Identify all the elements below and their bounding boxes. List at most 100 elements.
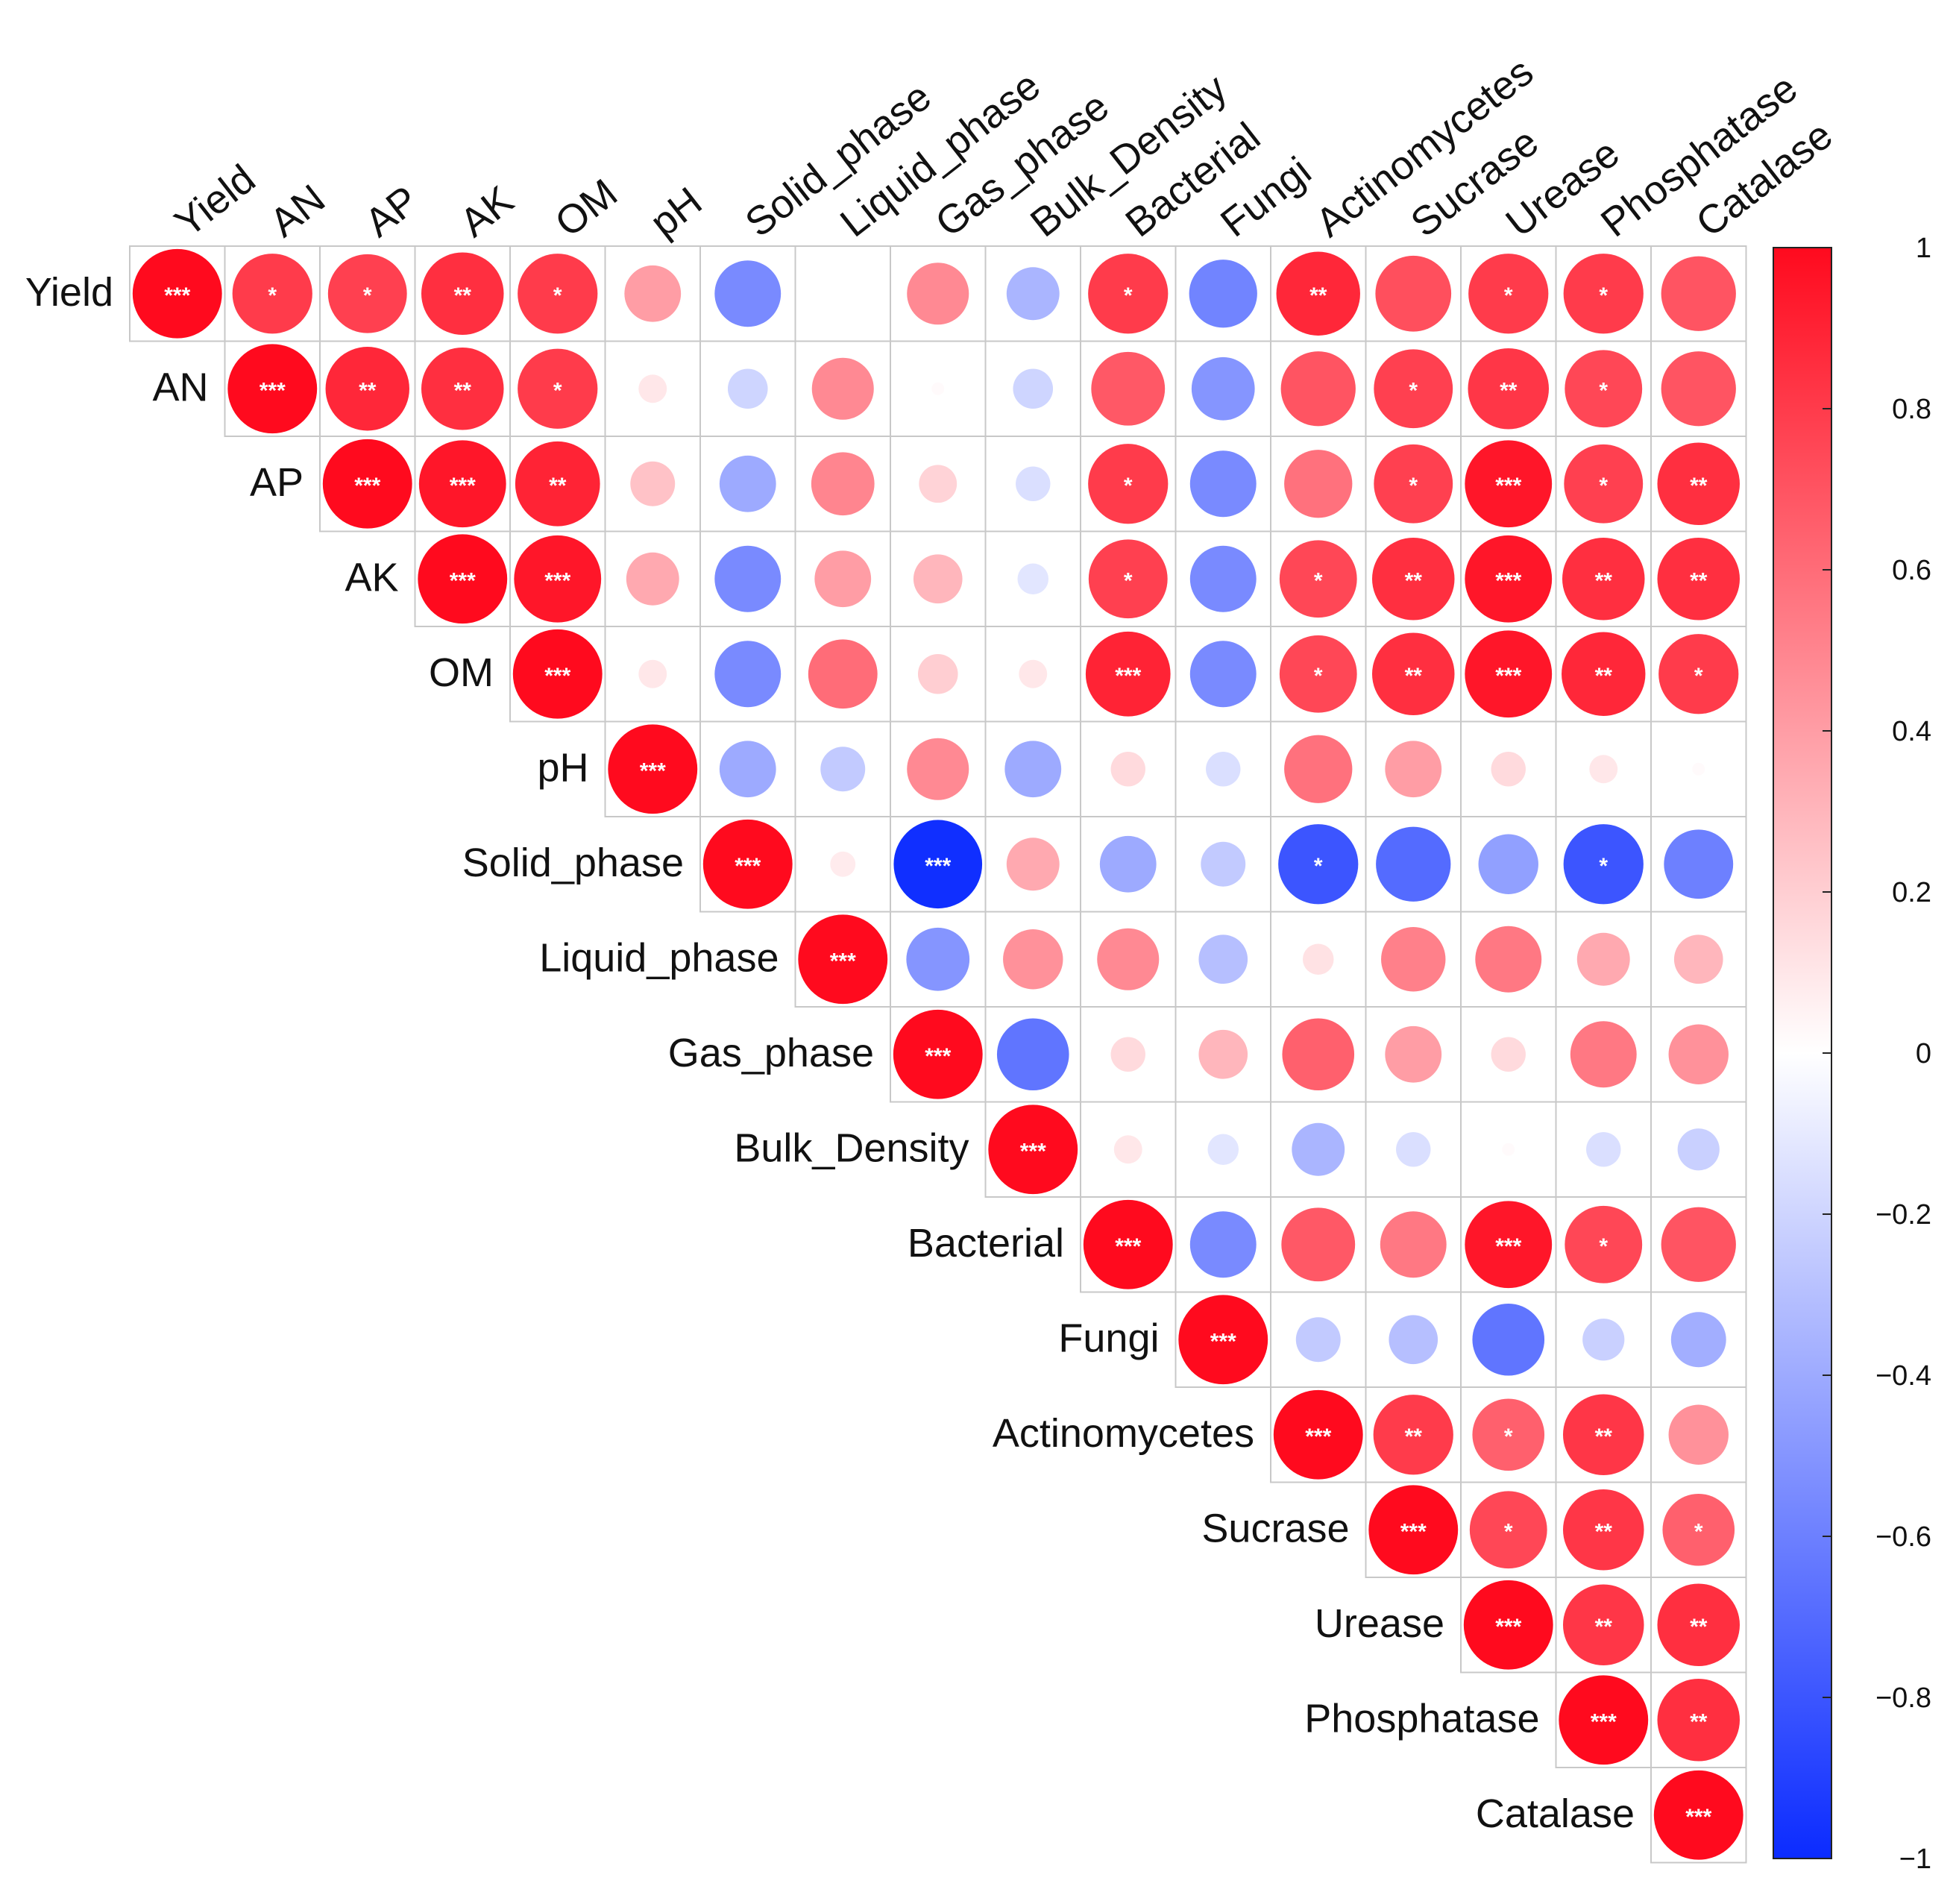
correlation-circle [421, 348, 504, 430]
correlation-circle [917, 653, 958, 694]
cell-Gas_phase-Gas_phase: *** [890, 1006, 987, 1103]
significance-mark: *** [354, 474, 380, 498]
cell-AK-Actinomycetes: * [1270, 530, 1367, 627]
correlation-circle [1563, 254, 1644, 334]
correlation-circle [1017, 563, 1049, 595]
correlation-circle [1661, 351, 1736, 427]
cell-AP-Solid_phase [699, 436, 796, 532]
cell-AK-Sucrase: ** [1365, 530, 1462, 627]
cell-Bulk_Density-Bulk_Density: *** [984, 1101, 1081, 1198]
correlation-circle [518, 348, 598, 429]
correlation-circle [626, 552, 679, 606]
correlation-circle [1589, 755, 1618, 784]
cell-OM-Urease: *** [1460, 626, 1557, 723]
significance-mark: * [1694, 1519, 1703, 1544]
significance-mark: * [1504, 1519, 1513, 1544]
row-label: Liquid_phase [539, 936, 779, 981]
correlation-circle [1657, 1583, 1740, 1666]
correlation-circle [1563, 824, 1644, 905]
cell-Yield-AK: ** [414, 245, 511, 342]
correlation-circle [418, 534, 508, 624]
row-label: AN [152, 365, 208, 410]
cell-Liquid_phase-Bulk_Density [984, 911, 1081, 1008]
cell-AN-Solid_phase [699, 340, 796, 437]
correlation-circle [1189, 641, 1257, 708]
cell-AK-Solid_phase [699, 530, 796, 627]
significance-mark: * [1314, 664, 1323, 688]
correlation-circle [798, 914, 888, 1005]
cell-Gas_phase-Phosphatase [1555, 1006, 1652, 1103]
correlation-circle [1198, 934, 1248, 984]
cell-pH-Phosphatase [1555, 720, 1652, 817]
correlation-circle [1559, 1675, 1649, 1765]
correlation-circle [227, 344, 318, 434]
colorbar-tick-label: 0 [1916, 1038, 1931, 1069]
correlation-circle [1661, 256, 1736, 331]
cell-Bacterial-Actinomycetes [1270, 1196, 1367, 1293]
correlation-circle [1206, 752, 1241, 787]
colorbar-gradient [1773, 247, 1832, 1859]
correlation-circle [830, 851, 856, 877]
cell-Fungi-Catalase [1650, 1291, 1747, 1388]
correlation-circle [1207, 1134, 1239, 1166]
significance-mark: * [1599, 283, 1608, 308]
correlation-circle [1284, 735, 1353, 803]
significance-mark: *** [1020, 1139, 1046, 1163]
cell-Urease-Catalase: ** [1650, 1577, 1747, 1674]
correlation-circle [1562, 1394, 1644, 1476]
correlation-circle [630, 461, 676, 506]
correlation-circle [1374, 349, 1453, 429]
column-label: pH [642, 179, 710, 246]
cell-Phosphatase-Catalase: ** [1650, 1671, 1747, 1768]
correlation-circle [1198, 1029, 1248, 1079]
significance-mark: *** [830, 949, 856, 973]
cell-AP-Catalase: ** [1650, 436, 1747, 532]
correlation-circle [1468, 348, 1550, 430]
correlation-circle [1110, 1037, 1145, 1072]
correlation-circle [1562, 1584, 1644, 1666]
correlation-circle [327, 254, 407, 333]
correlation-circle [1189, 545, 1257, 612]
significance-mark: * [1124, 283, 1133, 308]
cell-Yield-pH [604, 245, 701, 342]
correlation-circle [1372, 538, 1455, 620]
correlation-circle [132, 248, 222, 339]
cell-Yield-Bulk_Density [984, 245, 1081, 342]
column-label: OM [547, 171, 625, 246]
cell-Urease-Phosphatase: ** [1555, 1577, 1652, 1674]
correlation-circle [1657, 538, 1740, 620]
colorbar-tick-label: 0.6 [1892, 555, 1931, 586]
correlation-circle [1091, 351, 1166, 426]
correlation-circle [1368, 1485, 1459, 1575]
correlation-circle [1478, 834, 1538, 894]
cell-OM-Gas_phase [890, 626, 987, 723]
cell-Bulk_Density-Urease [1460, 1101, 1557, 1198]
significance-mark: *** [1115, 1234, 1141, 1259]
cell-Liquid_phase-Phosphatase [1555, 911, 1652, 1008]
correlation-circle [518, 254, 598, 334]
correlation-circle [811, 357, 874, 420]
cell-AK-Urease: *** [1460, 530, 1557, 627]
correlation-circle [1278, 824, 1359, 905]
colorbar-tick-label: 0.4 [1892, 716, 1931, 747]
cell-Sucrase-Catalase: * [1650, 1481, 1747, 1578]
correlation-circle [702, 819, 793, 909]
cell-Bulk_Density-Fungi [1175, 1101, 1271, 1198]
cell-Solid_phase-Liquid_phase [794, 816, 891, 913]
cell-Liquid_phase-Catalase [1650, 911, 1747, 1008]
correlation-circle [1003, 929, 1063, 990]
row-label: Sucrase [1201, 1506, 1349, 1551]
correlation-circle [906, 927, 970, 991]
correlation-circle [1475, 926, 1542, 993]
correlation-circle [1292, 1122, 1345, 1176]
significance-mark: ** [1690, 1615, 1708, 1639]
correlation-circle [608, 724, 698, 814]
correlation-circle [1189, 450, 1257, 518]
correlation-circle [1295, 1317, 1341, 1363]
correlation-circle [1491, 752, 1526, 787]
significance-mark: *** [735, 854, 761, 879]
correlation-circle [638, 659, 667, 688]
cell-Bacterial-Urease: *** [1460, 1196, 1557, 1293]
